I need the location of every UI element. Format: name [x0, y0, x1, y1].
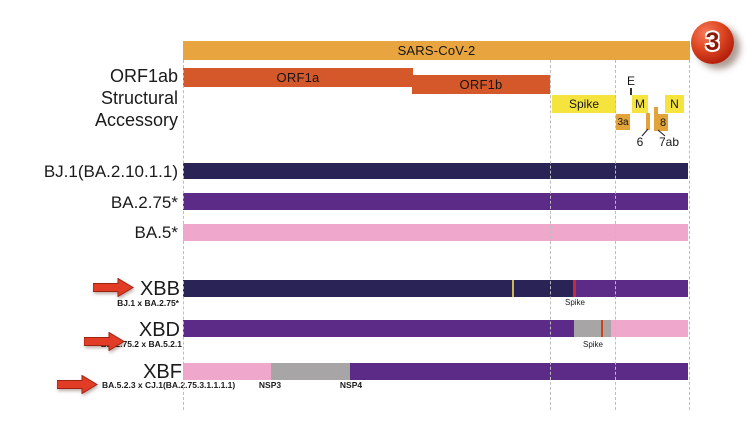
- category-structural: Structural: [100, 88, 178, 108]
- gene-category-labels: ORF1ab Structural Accessory: [95, 65, 178, 131]
- dashed-guide-line: [550, 60, 551, 410]
- xbf-parents-label: BA.5.2.3 x CJ.1(BA.2.75.3.1.1.1.1): [102, 380, 236, 390]
- xbb-segment-bj1-2: [514, 280, 573, 297]
- orf3a-label: 3a: [617, 116, 629, 128]
- xbb-segment-ba275: [576, 280, 688, 297]
- orf6-label: 6: [636, 134, 644, 149]
- orf1b-gene-bar: ORF1b: [412, 75, 550, 94]
- xbd-spike-annotation: Spike: [582, 340, 603, 349]
- xbd-breakpoint-line: [601, 320, 603, 337]
- xbf-genome-bar: [183, 363, 688, 380]
- gene-callout-lines: [641, 128, 666, 137]
- orf3a-gene-box: 3a: [616, 114, 630, 130]
- e-gene-label-box: E: [624, 74, 638, 88]
- spike-gene-box: Spike: [552, 95, 616, 113]
- step-badge: 3: [691, 21, 734, 64]
- orf7ab-label-box: 7ab: [656, 134, 682, 149]
- red-arrow-icon: [84, 332, 125, 351]
- xbb-genome-bar: [183, 280, 688, 297]
- orf8-label: 8: [659, 116, 667, 129]
- orf1a-label: ORF1a: [276, 70, 320, 85]
- xbb-breakpoint-line: [573, 280, 576, 297]
- dashed-guide-line: [183, 60, 184, 410]
- xbb-mutation-line: [512, 280, 514, 297]
- m-gene-box: M: [632, 95, 648, 113]
- e-label: E: [626, 74, 635, 88]
- xbb-parents-label: BJ.1 x BA.2.75*: [117, 298, 179, 308]
- orf7ab-label: 7ab: [658, 134, 680, 149]
- xbd-segment-gray-2: [603, 320, 611, 337]
- orf7ab-gene-box: [654, 107, 658, 131]
- orf1b-label: ORF1b: [459, 77, 503, 92]
- xbf-segment-cj1: [350, 363, 688, 380]
- m-label: M: [635, 97, 645, 111]
- orf1a-gene-bar: ORF1a: [183, 68, 413, 87]
- xbd-segment-ba2752: [183, 320, 574, 337]
- n-label: N: [670, 97, 679, 111]
- orf8-gene-box: 8: [658, 114, 668, 131]
- orf6-gene-box: [646, 113, 650, 130]
- xbb-spike-annotation: Spike: [564, 298, 585, 307]
- recombinant-label-xbd: XBD: [138, 319, 180, 341]
- lineage-label-ba5: BA.5*: [134, 223, 178, 242]
- xbf-nsp3-annotation: NSP3: [258, 380, 282, 390]
- bj1-genome-bar: [183, 163, 688, 179]
- ba275-genome-bar: [183, 193, 688, 210]
- e-gene-tick: [630, 88, 632, 95]
- recombinant-label-xbf: XBF: [143, 361, 182, 383]
- spike-label: Spike: [568, 97, 600, 111]
- category-orf1ab: ORF1ab: [109, 66, 178, 86]
- xbb-segment-bj1: [183, 280, 512, 297]
- xbf-nsp4-annotation: NSP4: [339, 380, 363, 390]
- xbd-genome-bar: [183, 320, 688, 337]
- dashed-guide-line: [689, 60, 690, 410]
- n-gene-box: N: [665, 95, 684, 113]
- genome-bar-label: SARS-CoV-2: [397, 43, 476, 58]
- xbd-parents-label: BA.2.75.2 x BA.5.2.1: [100, 339, 182, 349]
- red-arrow-icon: [93, 278, 134, 297]
- recombinant-label-xbb: XBB: [139, 278, 180, 300]
- xbf-segment-gray: [271, 363, 350, 380]
- xbd-segment-gray: [574, 320, 601, 337]
- sars-cov-2-genome-bar: SARS-CoV-2: [183, 41, 690, 60]
- xbf-segment-ba523: [183, 363, 271, 380]
- step-badge-number: 3: [705, 28, 720, 56]
- category-accessory: Accessory: [94, 110, 178, 130]
- dashed-guide-line: [615, 60, 616, 410]
- ba5-genome-bar: [183, 224, 688, 241]
- lineage-label-ba275: BA.2.75*: [110, 193, 178, 212]
- orf6-label-box: 6: [633, 134, 647, 149]
- xbd-segment-ba521: [611, 320, 688, 337]
- red-arrow-icon: [57, 375, 98, 394]
- lineage-label-bj1: BJ.1(BA.2.10.1.1): [43, 162, 178, 181]
